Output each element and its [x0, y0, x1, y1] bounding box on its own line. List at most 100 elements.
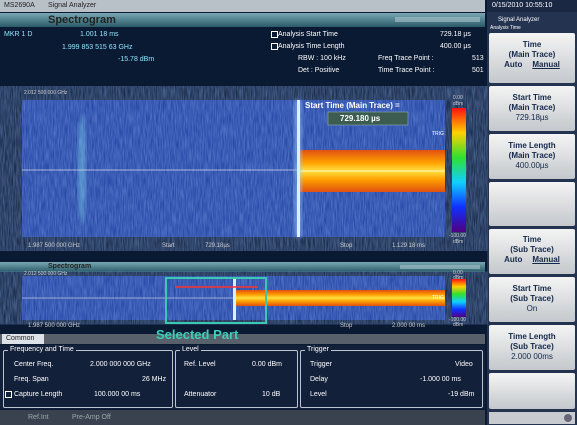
color-scale: [452, 108, 466, 232]
checkbox: [271, 31, 278, 38]
info-label: Time Trace Point :: [378, 67, 435, 74]
scale-unit: dBm: [453, 275, 464, 281]
param-value: 2.000 000 000 GHz: [90, 361, 151, 368]
freq-top: 2.012 500 000 GHz: [24, 271, 68, 277]
color-scale: [452, 279, 466, 317]
key-line: (Sub Trace): [510, 342, 554, 351]
checkbox: [5, 391, 12, 398]
option[interactable]: Auto: [504, 60, 523, 69]
param-value: 10 dB: [262, 391, 281, 398]
info-label: Freq Trace Point :: [378, 55, 434, 62]
key-line: (Main Trace): [508, 50, 556, 59]
trig: TRIG: [432, 295, 444, 301]
softkey[interactable]: Start Time (Main Trace) 729.18µs: [489, 86, 575, 131]
freq-top: 2.012 500 000 GHz: [24, 90, 68, 96]
marker-level: -15.78 dBm: [118, 56, 155, 63]
tab: [2, 334, 44, 344]
scale-unit: dBm: [453, 101, 464, 107]
callout-value: 729.180 µs: [340, 114, 381, 123]
scale-top: 0.00: [453, 270, 463, 276]
param-value: -19 dBm: [448, 391, 475, 398]
group: Trigger: [300, 346, 483, 408]
stop-value: 1.129 18 ms: [392, 243, 426, 249]
param-label: Delay: [310, 376, 328, 383]
datetime: 0/15/2010 10:55:10: [492, 2, 553, 9]
marker-freq: 1.999 853 515 63 GHz: [62, 44, 133, 51]
option[interactable]: Manual: [532, 60, 560, 69]
info-value: 400.00 µs: [440, 43, 471, 50]
status-preamp: Pre-Amp Off: [72, 414, 111, 421]
side-footer: [489, 412, 575, 424]
key-line: (Main Trace): [508, 103, 556, 112]
freq-bottom: 1.987 500 000 GHz: [28, 323, 81, 329]
spectrogram-header: [0, 13, 485, 27]
side-menu: Analysis Time: [490, 25, 521, 31]
info-value: 513: [472, 55, 484, 62]
edge: [233, 278, 236, 320]
icon: [564, 414, 572, 422]
info-value: 501: [472, 67, 484, 74]
status-ref: Ref.Int: [28, 414, 49, 421]
scale-bottom: -100.00: [449, 317, 466, 323]
softkey[interactable]: Time Length (Main Trace) 400.00µs: [489, 134, 575, 179]
option[interactable]: Manual: [532, 255, 560, 264]
key-line: Time: [522, 40, 542, 49]
sub-header: [0, 262, 485, 272]
key-line: Time Length: [508, 332, 556, 341]
side-app: Signal Analyzer: [498, 17, 540, 23]
key-options: Auto Manual: [489, 60, 575, 70]
softkey[interactable]: Time (Main Trace) Auto Manual: [489, 33, 575, 83]
softkey[interactable]: Time Length (Sub Trace) 2.000 00ms: [489, 325, 575, 370]
progress: [400, 265, 480, 269]
param-value: -1.000 00 ms: [420, 376, 461, 383]
softkey[interactable]: Start Time (Sub Trace) On: [489, 277, 575, 322]
param-label: Capture Length: [14, 391, 63, 398]
trig: TRIG: [432, 131, 444, 137]
start-value: 729.18µs: [205, 243, 230, 249]
param-value: 100.000 00 ms: [94, 391, 141, 398]
scale-unit: dBm: [453, 239, 464, 245]
key-value: 729.18µs: [515, 113, 549, 122]
scale-top: 0.00: [453, 95, 463, 101]
status-bar: [0, 410, 485, 425]
annotation: Selected Part: [156, 327, 239, 342]
softkey[interactable]: Time (Sub Trace) Auto Manual: [489, 229, 575, 274]
model: MS2690A: [4, 2, 35, 9]
selection-box: [165, 277, 267, 324]
panel-title: Spectrogram: [48, 14, 116, 26]
info-label: Analysis Start Time: [278, 31, 338, 38]
info-label: RBW : 100 kHz: [298, 55, 346, 62]
group: Frequency and Time: [3, 346, 173, 408]
param-label: Attenuator: [184, 391, 217, 398]
stop-value: 2.000 00 ms: [392, 323, 426, 329]
start-label: Start: [162, 243, 175, 249]
key-line: Time Length: [508, 141, 556, 150]
key-line: (Sub Trace): [510, 245, 554, 254]
key-line: (Sub Trace): [510, 294, 554, 303]
key-value: 400.00µs: [515, 161, 549, 170]
group-title: Level: [180, 346, 201, 353]
param-label: Ref. Level: [184, 361, 216, 368]
key-options: Auto Manual: [489, 255, 575, 265]
option[interactable]: Auto: [504, 255, 523, 264]
app-name: Signal Analyzer: [48, 2, 97, 9]
softkey[interactable]: [489, 373, 575, 409]
info-label: Det : Positive: [298, 67, 340, 74]
param-value: Video: [455, 361, 473, 368]
softkey[interactable]: [489, 182, 575, 226]
group: Level: [175, 346, 298, 408]
title-bar: [0, 0, 485, 12]
callout-box: [327, 111, 409, 126]
key-value: 2.000 00ms: [511, 352, 553, 361]
tab-label[interactable]: Common: [6, 335, 35, 342]
param-value: 26 MHz: [142, 376, 167, 383]
param-label: Trigger: [310, 361, 332, 368]
sub-title: Spectrogram: [48, 263, 92, 270]
edge: [297, 100, 300, 237]
key-line: (Main Trace): [508, 151, 556, 160]
param-label: Center Freq.: [14, 361, 54, 368]
signal-band: [236, 290, 445, 306]
info-value: 729.18 µs: [440, 31, 471, 38]
key-line: Time: [522, 235, 542, 244]
param-value: 0.00 dBm: [252, 361, 282, 368]
